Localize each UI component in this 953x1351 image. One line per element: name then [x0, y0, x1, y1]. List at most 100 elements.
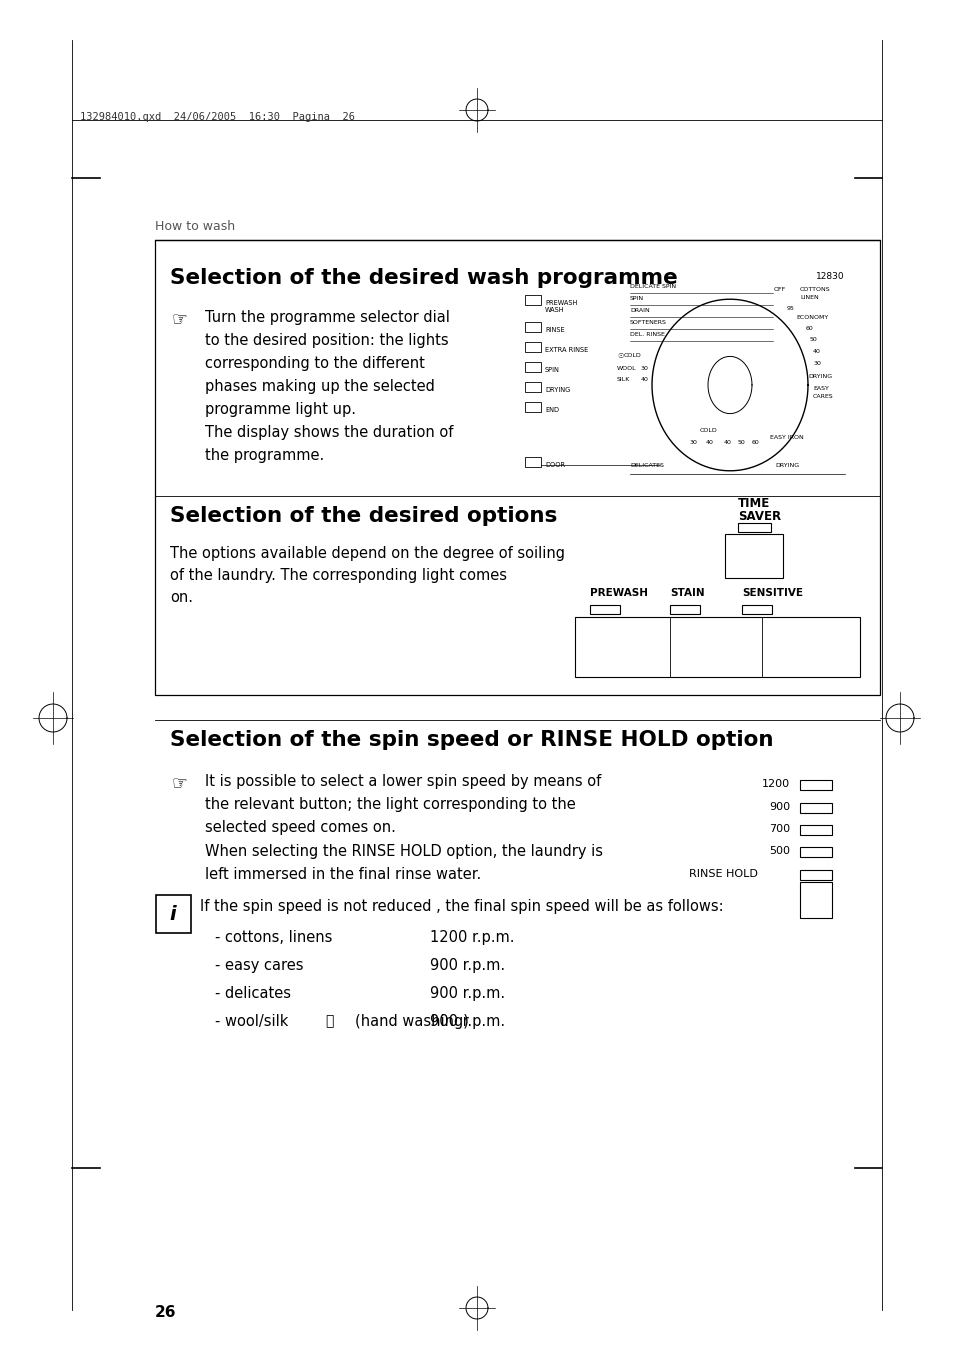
Text: 900: 900 — [768, 802, 789, 812]
Text: When selecting the RINSE HOLD option, the laundry is: When selecting the RINSE HOLD option, th… — [205, 844, 602, 859]
Text: SILK: SILK — [617, 377, 630, 382]
Text: DOOR: DOOR — [544, 462, 564, 467]
Text: 900 r.p.m.: 900 r.p.m. — [430, 986, 504, 1001]
Text: 900 r.p.m.: 900 r.p.m. — [430, 958, 504, 973]
Text: i: i — [170, 905, 176, 924]
Bar — [800, 847, 831, 857]
Text: ☞: ☞ — [171, 774, 187, 792]
Text: - easy cares: - easy cares — [214, 958, 303, 973]
Text: (hand washing): (hand washing) — [355, 1015, 468, 1029]
Text: EASY: EASY — [812, 386, 828, 390]
Text: OFF: OFF — [773, 286, 785, 292]
Bar — [575, 617, 859, 677]
Text: 1200: 1200 — [761, 780, 789, 789]
Text: DRYING: DRYING — [807, 374, 831, 380]
Text: If the spin speed is not reduced , the final spin speed will be as follows:: If the spin speed is not reduced , the f… — [200, 898, 723, 915]
Text: Selection of the spin speed or RINSE HOLD option: Selection of the spin speed or RINSE HOL… — [170, 730, 773, 750]
Text: 30: 30 — [640, 366, 648, 372]
Text: The options available depend on the degree of soiling: The options available depend on the degr… — [170, 546, 564, 561]
Bar — [524, 342, 540, 353]
Bar — [524, 403, 540, 412]
Bar — [524, 457, 540, 467]
Text: 40: 40 — [812, 349, 820, 354]
Text: RINSE HOLD: RINSE HOLD — [688, 869, 758, 880]
Text: END: END — [544, 407, 558, 413]
Text: 1200 r.p.m.: 1200 r.p.m. — [430, 929, 514, 944]
Text: It is possible to select a lower spin speed by means of: It is possible to select a lower spin sp… — [205, 774, 600, 789]
Text: COLD: COLD — [623, 353, 641, 358]
Text: - wool/silk: - wool/silk — [214, 1015, 288, 1029]
Text: 40: 40 — [705, 440, 713, 444]
Text: LINEN: LINEN — [800, 295, 818, 300]
Text: SPIN: SPIN — [544, 367, 559, 373]
Text: 900 r.p.m.: 900 r.p.m. — [430, 1015, 504, 1029]
Text: SOFTENERS: SOFTENERS — [629, 320, 666, 326]
Text: 🧤: 🧤 — [325, 1015, 333, 1028]
Text: Selection of the desired options: Selection of the desired options — [170, 507, 557, 526]
Text: ☞: ☞ — [171, 309, 187, 328]
Text: 50: 50 — [809, 336, 817, 342]
Text: EASY IRON: EASY IRON — [769, 435, 803, 440]
Text: 12830: 12830 — [816, 272, 844, 281]
Text: corresponding to the different: corresponding to the different — [205, 357, 424, 372]
Text: - delicates: - delicates — [214, 986, 291, 1001]
Text: DRYING: DRYING — [544, 386, 570, 393]
Text: STAIN: STAIN — [669, 588, 704, 598]
Text: ECONOMY: ECONOMY — [795, 315, 827, 320]
Bar — [800, 870, 831, 880]
Text: WOOL: WOOL — [617, 366, 636, 372]
Text: Selection of the desired wash programme: Selection of the desired wash programme — [170, 267, 677, 288]
Text: The display shows the duration of: The display shows the duration of — [205, 426, 453, 440]
Bar — [524, 295, 540, 305]
Text: EXTRA RINSE: EXTRA RINSE — [544, 347, 588, 353]
Bar — [741, 605, 771, 613]
Bar — [800, 825, 831, 835]
Text: to the desired position: the lights: to the desired position: the lights — [205, 332, 448, 349]
Bar — [669, 605, 700, 613]
Text: CARES: CARES — [812, 394, 833, 399]
Text: DRYING: DRYING — [774, 463, 799, 467]
Text: 700: 700 — [768, 824, 789, 834]
Text: the programme.: the programme. — [205, 449, 324, 463]
Text: 500: 500 — [768, 846, 789, 857]
Text: 60: 60 — [805, 326, 813, 331]
Bar — [800, 882, 831, 917]
Text: 60: 60 — [751, 440, 759, 444]
Text: on.: on. — [170, 590, 193, 605]
Text: - cottons, linens: - cottons, linens — [214, 929, 332, 944]
Text: Turn the programme selector dial: Turn the programme selector dial — [205, 309, 450, 326]
Text: programme light up.: programme light up. — [205, 403, 355, 417]
Text: RINSE: RINSE — [544, 327, 564, 332]
Text: PREWASH: PREWASH — [589, 588, 647, 598]
Text: 50: 50 — [738, 440, 745, 444]
Bar — [738, 523, 770, 532]
Text: COTTONS: COTTONS — [800, 286, 830, 292]
Text: DEL. RINSE: DEL. RINSE — [629, 332, 664, 336]
Text: of the laundry. The corresponding light comes: of the laundry. The corresponding light … — [170, 567, 506, 584]
Bar — [800, 802, 831, 813]
Bar — [524, 382, 540, 392]
Bar — [800, 780, 831, 790]
Text: DELICATES: DELICATES — [629, 463, 663, 467]
Text: phases making up the selected: phases making up the selected — [205, 380, 435, 394]
Text: DELICATE SPIN: DELICATE SPIN — [629, 284, 676, 289]
Text: 132984010.qxd  24/06/2005  16:30  Pagina  26: 132984010.qxd 24/06/2005 16:30 Pagina 26 — [80, 112, 355, 122]
Bar — [524, 362, 540, 372]
Text: 30: 30 — [689, 440, 698, 444]
Text: the relevant button; the light corresponding to the: the relevant button; the light correspon… — [205, 797, 576, 812]
Bar — [524, 322, 540, 332]
Text: 40: 40 — [640, 377, 648, 382]
Bar — [724, 534, 782, 578]
Text: ☉: ☉ — [617, 353, 622, 359]
Text: TIME: TIME — [738, 497, 769, 509]
Text: SAVER: SAVER — [738, 509, 781, 523]
Text: 30: 30 — [813, 361, 821, 366]
Text: SENSITIVE: SENSITIVE — [741, 588, 802, 598]
Bar — [589, 605, 619, 613]
Bar — [156, 894, 191, 934]
Text: 95: 95 — [786, 305, 794, 311]
Text: SPIN: SPIN — [629, 296, 643, 301]
Text: 26: 26 — [154, 1305, 176, 1320]
Bar — [154, 240, 879, 694]
Text: PREWASH
WASH: PREWASH WASH — [544, 300, 577, 312]
